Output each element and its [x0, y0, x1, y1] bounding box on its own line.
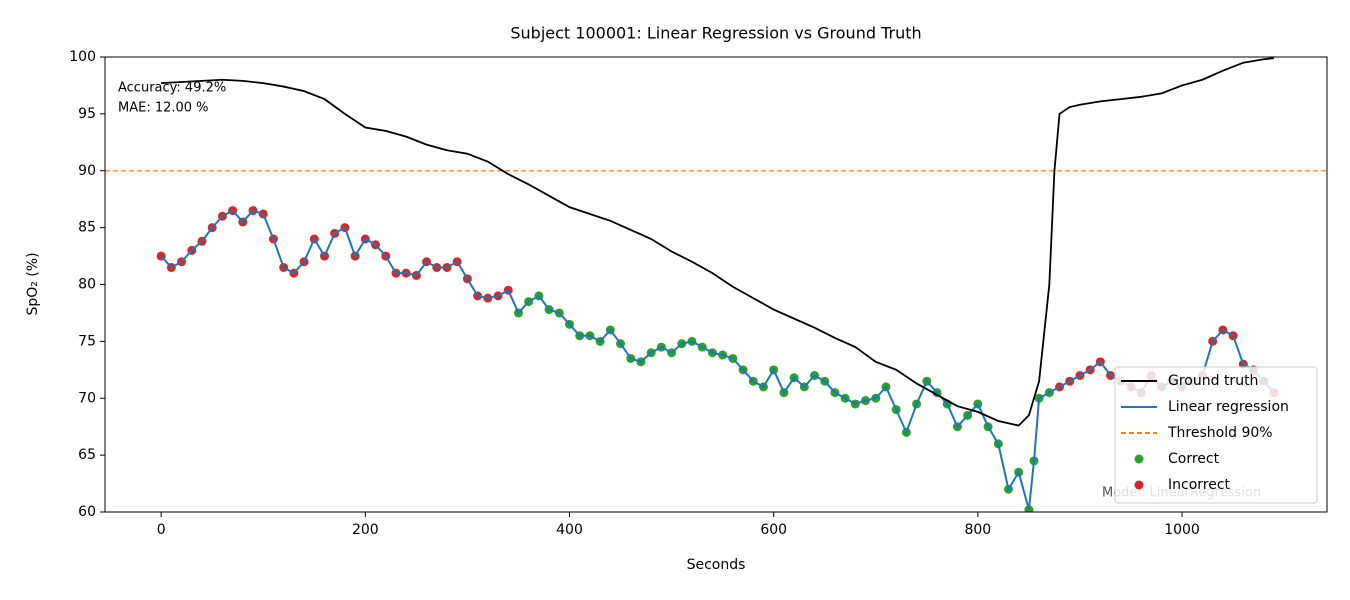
- y-axis-label: SpO₂ (%): [25, 252, 41, 315]
- plot-area: [105, 57, 1327, 512]
- legend-label: Threshold 90%: [1167, 425, 1273, 441]
- legend-label: Linear regression: [1168, 399, 1289, 415]
- x-tick-label: 0: [157, 522, 166, 538]
- y-tick-label: 95: [78, 106, 96, 122]
- x-tick-label: 1000: [1164, 522, 1200, 538]
- annotation: MAE: 12.00 %: [118, 101, 209, 116]
- line-series: [161, 57, 1275, 427]
- y-tick-label: 85: [78, 220, 96, 236]
- x-tick-label: 800: [964, 522, 991, 538]
- y-tick-label: 65: [78, 447, 96, 463]
- legend-marker: [1134, 454, 1144, 464]
- annotation: Accuracy: 49.2%: [118, 81, 226, 96]
- y-tick-label: 100: [69, 49, 96, 65]
- plot-frame: [104, 56, 1328, 513]
- chart-title: Subject 100001: Linear Regression vs Gro…: [510, 24, 921, 43]
- legend-label: Correct: [1168, 451, 1220, 467]
- legend-label: Ground truth: [1168, 373, 1258, 389]
- x-tick-label: 600: [760, 522, 787, 538]
- y-tick-label: 75: [78, 333, 96, 349]
- y-tick-label: 80: [78, 277, 96, 293]
- y-tick-label: 70: [78, 390, 96, 406]
- legend-frame: [1114, 366, 1318, 504]
- x-tick-label: 200: [352, 522, 379, 538]
- y-tick-label: 90: [78, 163, 96, 179]
- line-series: [160, 209, 1275, 510]
- overlay: 0 200 400 600 800 1000 60 65 70 75 80 85 90 95 100 Accu…: [69, 49, 1328, 538]
- legend-label: Incorrect: [1168, 477, 1231, 493]
- legend-marker: [1134, 480, 1144, 490]
- x-axis-label: Seconds: [687, 557, 746, 573]
- x-tick-label: 400: [556, 522, 583, 538]
- y-tick-label: 60: [78, 504, 96, 520]
